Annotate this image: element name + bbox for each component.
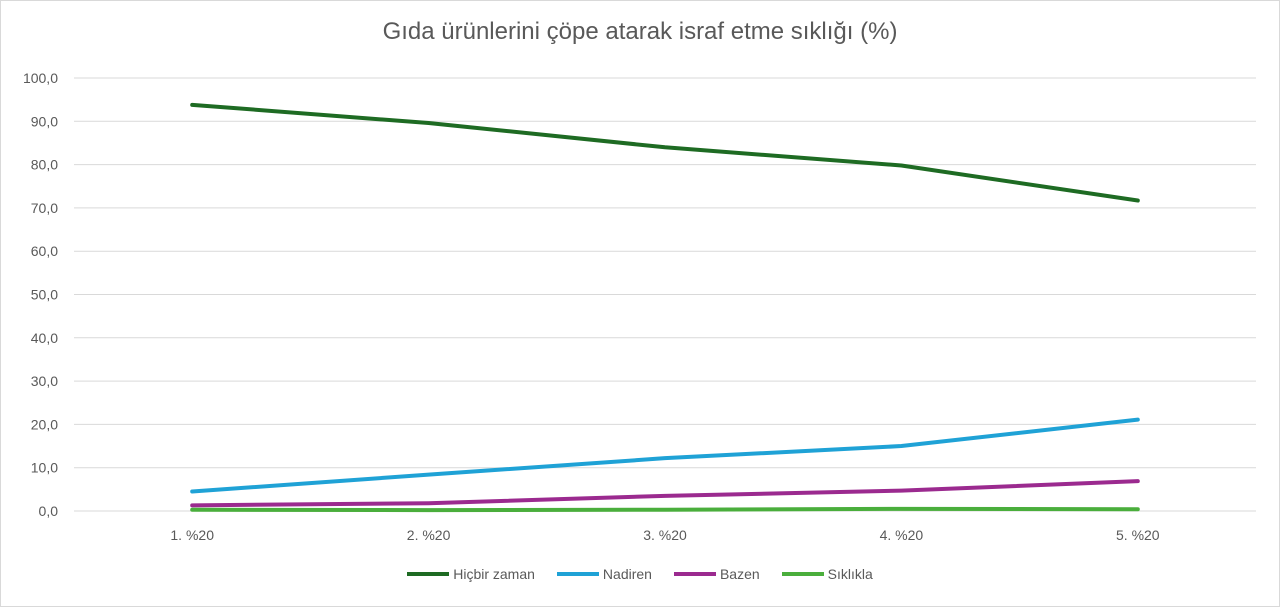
y-axis-ticks: 0,0 10,0 20,0 30,0 40,0 50,0 60,0 70,0 80,0 90,0 1… xyxy=(23,70,58,519)
y-tick-label: 0,0 xyxy=(39,503,59,519)
legend-swatch xyxy=(407,572,450,576)
x-tick-label: 5. %20 xyxy=(1116,527,1160,543)
x-tick-label: 4. %20 xyxy=(880,527,924,543)
x-tick-label: 1. %20 xyxy=(170,527,214,543)
y-tick-label: 40,0 xyxy=(31,330,58,346)
legend-swatch xyxy=(781,572,824,576)
x-tick-label: 2. %20 xyxy=(407,527,451,543)
series-line xyxy=(190,102,1140,203)
x-axis-ticks: 1. %20 2. %20 3. %20 4. %20 5. %20 xyxy=(170,527,1159,543)
series-line xyxy=(190,417,1140,494)
gridlines xyxy=(74,77,1256,512)
legend-item: Nadiren xyxy=(556,566,652,582)
y-tick-label: 90,0 xyxy=(31,113,58,129)
chart-title: Gıda ürünlerini çöpe atarak israf etme s… xyxy=(382,18,898,45)
series-lines xyxy=(190,102,1140,513)
legend-label: Bazen xyxy=(719,566,760,582)
legend: Hiçbir zaman Nadiren Bazen Sıklıkla xyxy=(0,566,1280,582)
y-tick-label: 100,0 xyxy=(23,70,58,86)
y-tick-label: 80,0 xyxy=(31,157,58,173)
legend-item: Hiçbir zaman xyxy=(407,566,535,582)
y-tick-label: 70,0 xyxy=(31,200,58,216)
legend-item: Bazen xyxy=(673,566,760,582)
legend-label: Sıklıkla xyxy=(827,566,873,582)
y-tick-label: 30,0 xyxy=(31,373,58,389)
x-tick-label: 3. %20 xyxy=(643,527,687,543)
series-line xyxy=(190,506,1140,513)
y-tick-label: 10,0 xyxy=(31,460,58,476)
y-tick-label: 50,0 xyxy=(31,287,58,303)
y-tick-label: 20,0 xyxy=(31,416,58,432)
series-line xyxy=(190,479,1140,508)
legend-swatch xyxy=(673,572,716,576)
y-tick-label: 60,0 xyxy=(31,243,58,259)
legend-swatch xyxy=(556,572,599,576)
legend-item: Sıklıkla xyxy=(781,566,873,582)
legend-label: Nadiren xyxy=(602,566,652,582)
legend-label: Hiçbir zaman xyxy=(453,566,535,582)
